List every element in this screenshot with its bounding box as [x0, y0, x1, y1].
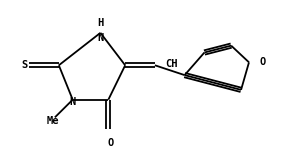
Text: N: N	[70, 97, 76, 107]
Text: CH: CH	[165, 59, 177, 69]
Text: H: H	[97, 18, 103, 28]
Text: O: O	[260, 57, 266, 67]
Text: S: S	[21, 60, 27, 70]
Text: N: N	[97, 33, 103, 43]
Text: O: O	[107, 138, 114, 148]
Text: Me: Me	[47, 116, 59, 126]
